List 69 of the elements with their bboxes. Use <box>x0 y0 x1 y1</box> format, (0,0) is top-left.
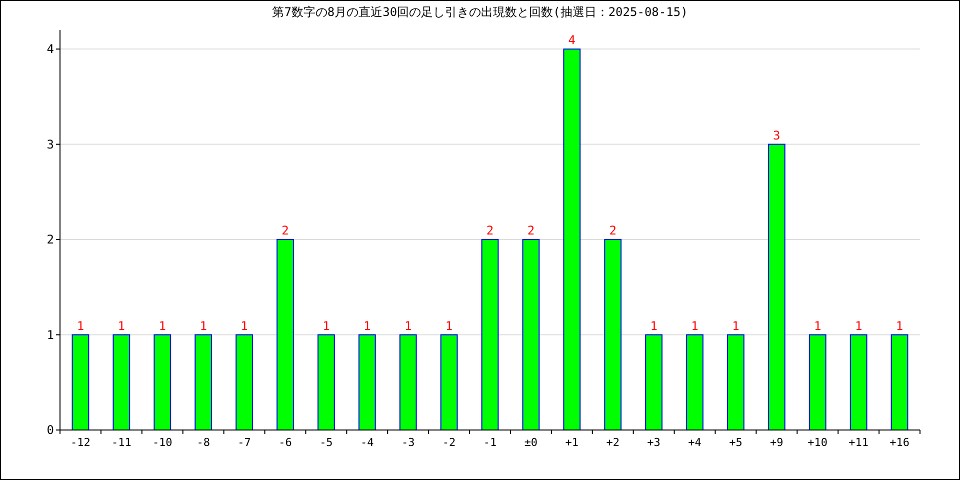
bar <box>727 334 744 430</box>
bar <box>318 334 335 430</box>
x-tick-label: -7 <box>238 436 251 449</box>
data-label: 1 <box>76 318 84 333</box>
data-label: 2 <box>282 224 289 238</box>
bar <box>850 334 868 430</box>
data-label: 1 <box>200 318 207 333</box>
x-tick-label: -6 <box>278 436 292 449</box>
bar <box>686 334 704 430</box>
x-tick-label: +5 <box>729 436 742 449</box>
y-tick-label: 0 <box>46 423 54 437</box>
y-tick-label: 3 <box>46 137 54 152</box>
bar <box>236 334 253 430</box>
data-label: 1 <box>732 318 740 333</box>
data-label: 1 <box>118 318 126 333</box>
x-tick-label: -3 <box>401 436 415 449</box>
bar <box>72 334 90 430</box>
x-tick-label: +3 <box>647 436 660 449</box>
bar <box>440 334 458 430</box>
data-label: 1 <box>240 318 248 333</box>
x-tick-label: +2 <box>606 436 620 449</box>
x-tick-label: -10 <box>152 436 172 449</box>
x-tick-label: +16 <box>890 436 910 449</box>
chart-title: 第7数字の8月の直近30回の足し引きの出現数と回数(抽選日：2025-08-15) <box>272 5 688 19</box>
y-tick-label: 4 <box>46 42 54 56</box>
data-label: 1 <box>445 318 453 333</box>
x-tick-label: +11 <box>848 436 869 449</box>
x-tick-label: -1 <box>483 436 497 449</box>
data-label: 3 <box>773 128 780 142</box>
x-tick-label: +10 <box>808 436 828 449</box>
y-tick-label: 1 <box>46 328 54 342</box>
data-label: 1 <box>896 318 904 333</box>
data-label: 2 <box>486 224 494 238</box>
data-label: 2 <box>609 224 616 238</box>
x-tick-label: +9 <box>770 436 784 449</box>
bar <box>890 334 908 430</box>
x-tick-label: -5 <box>320 436 333 449</box>
bar <box>276 239 294 430</box>
x-tick-label: -2 <box>442 436 456 449</box>
data-label: 1 <box>814 318 822 333</box>
bar <box>154 334 172 430</box>
data-label: 4 <box>568 33 576 48</box>
bar <box>112 334 130 430</box>
data-label: 1 <box>650 318 658 333</box>
bar <box>399 334 417 430</box>
bar <box>808 334 826 430</box>
x-tick-label: -12 <box>70 436 90 449</box>
data-label: 1 <box>691 318 698 333</box>
bar <box>563 48 581 430</box>
x-tick-label: -11 <box>111 436 132 449</box>
bar <box>768 144 786 430</box>
y-tick-label: 2 <box>46 232 54 247</box>
data-label: 2 <box>527 224 535 238</box>
bar <box>481 239 499 430</box>
bar <box>604 239 622 430</box>
data-label: 1 <box>364 318 371 333</box>
x-tick-label: -4 <box>360 436 374 449</box>
x-tick-label: ±0 <box>524 436 538 449</box>
data-label: 1 <box>404 318 412 333</box>
bar <box>645 334 662 430</box>
x-tick-label: -8 <box>196 436 210 449</box>
data-label: 1 <box>854 318 862 333</box>
bar <box>358 334 376 430</box>
data-label: 1 <box>158 318 166 333</box>
x-tick-label: +1 <box>565 436 579 449</box>
bar <box>522 239 540 430</box>
bar <box>194 334 212 430</box>
x-tick-label: +4 <box>688 436 702 449</box>
data-label: 1 <box>322 318 330 333</box>
